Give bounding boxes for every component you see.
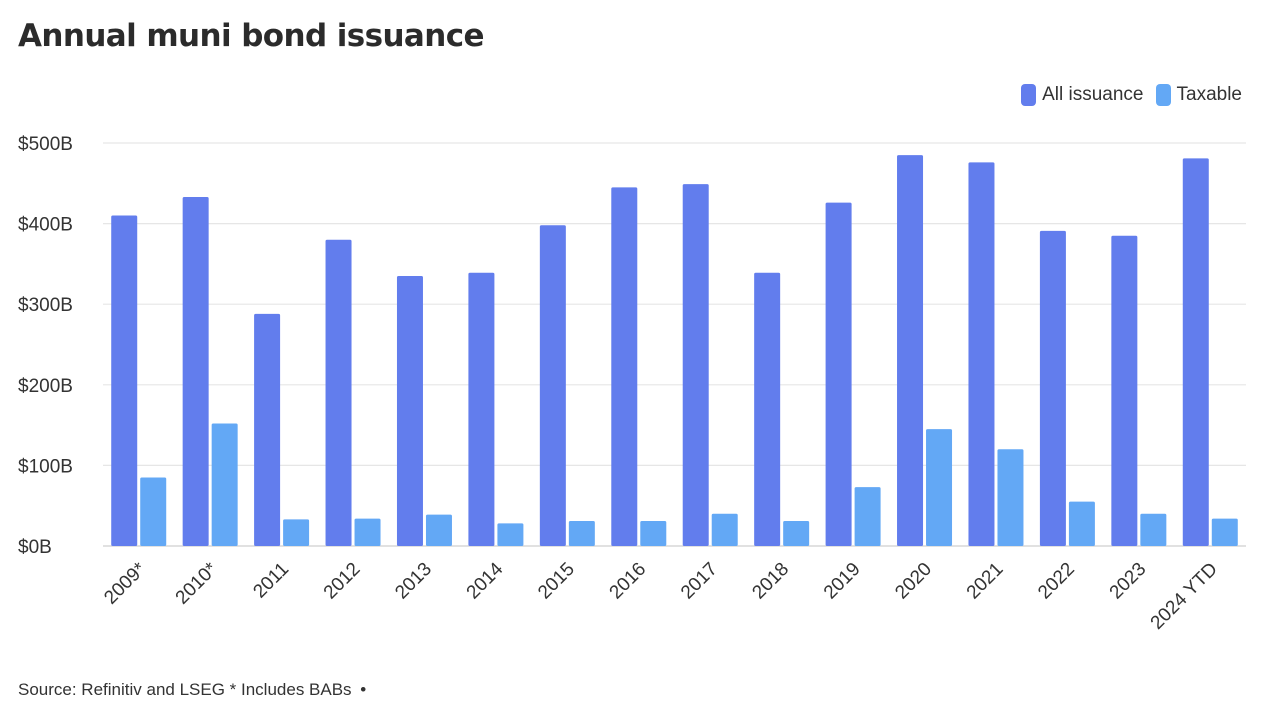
- legend-swatch-taxable: [1155, 84, 1171, 106]
- bar-all-issuance[interactable]: [611, 187, 638, 546]
- bar-all-issuance[interactable]: [254, 313, 281, 546]
- bar-taxable[interactable]: [283, 519, 310, 546]
- legend-item-all-issuance[interactable]: All issuance: [1021, 84, 1144, 106]
- x-tick-label: 2018: [748, 559, 793, 604]
- bar-taxable[interactable]: [1068, 501, 1095, 546]
- y-tick-label: $500B: [18, 134, 73, 155]
- bar-taxable[interactable]: [854, 487, 881, 546]
- footer-dot: •: [360, 680, 367, 699]
- chart-legend: All issuance Taxable: [1021, 84, 1242, 106]
- bar-taxable[interactable]: [1140, 513, 1167, 546]
- bar-taxable[interactable]: [497, 523, 524, 546]
- legend-swatch-all-issuance: [1021, 84, 1037, 106]
- y-tick-label: $400B: [18, 215, 73, 236]
- x-tick-label: 2024 YTD: [1147, 559, 1222, 634]
- bar-taxable[interactable]: [926, 429, 953, 546]
- x-tick-label: 2016: [606, 559, 651, 604]
- bar-taxable[interactable]: [568, 521, 595, 546]
- x-tick-label: 2015: [534, 559, 579, 604]
- bar-all-issuance[interactable]: [325, 239, 352, 546]
- bar-taxable[interactable]: [1211, 518, 1238, 546]
- source-note: Source: Refinitiv and LSEG * Includes BA…: [18, 680, 352, 699]
- chart-footer: Source: Refinitiv and LSEG * Includes BA…: [18, 680, 366, 700]
- bar-all-issuance[interactable]: [396, 275, 423, 546]
- bar-taxable[interactable]: [711, 513, 738, 546]
- bar-all-issuance[interactable]: [111, 215, 138, 547]
- chart-title: Annual muni bond issuance: [18, 18, 485, 54]
- x-tick-label: 2021: [963, 559, 1008, 604]
- x-tick-label: 2011: [249, 559, 293, 603]
- bar-all-issuance[interactable]: [539, 225, 566, 546]
- y-tick-label: $0B: [18, 537, 52, 558]
- x-tick-label: 2017: [677, 559, 722, 604]
- x-tick-label: 2009*: [100, 558, 150, 608]
- bar-all-issuance[interactable]: [682, 184, 709, 546]
- x-tick-label: 2020: [891, 559, 936, 604]
- x-tick-label: 2019: [820, 559, 865, 604]
- bar-all-issuance[interactable]: [968, 162, 995, 546]
- y-tick-label: $200B: [18, 376, 73, 397]
- x-axis-labels: 2009* 2010* 2011 2012 2013 2014 2015 2016 2017 20…: [100, 558, 1222, 634]
- bar-chart: $0B$100B$200B$300B$400B$500B 2009* 2010* 2…: [18, 134, 1246, 634]
- bar-taxable[interactable]: [140, 477, 167, 546]
- x-tick-label: 2013: [391, 559, 436, 604]
- bar-all-issuance[interactable]: [897, 155, 924, 546]
- bars: [111, 155, 1238, 547]
- bar-taxable[interactable]: [425, 514, 452, 546]
- bar-all-issuance[interactable]: [1182, 158, 1209, 546]
- bar-taxable[interactable]: [640, 521, 667, 546]
- bar-all-issuance[interactable]: [825, 202, 852, 547]
- x-tick-label: 2023: [1106, 559, 1151, 604]
- legend-label-all-issuance: All issuance: [1042, 84, 1144, 105]
- bar-taxable[interactable]: [783, 521, 810, 546]
- x-tick-label: 2022: [1034, 559, 1079, 604]
- legend-label-taxable: Taxable: [1176, 84, 1243, 105]
- x-tick-label: 2014: [463, 558, 508, 603]
- bar-taxable[interactable]: [997, 449, 1024, 546]
- bar-all-issuance[interactable]: [1039, 230, 1066, 546]
- x-tick-label: 2010*: [172, 558, 222, 608]
- bar-all-issuance[interactable]: [1111, 235, 1138, 546]
- y-tick-label: $100B: [18, 456, 73, 477]
- bar-all-issuance[interactable]: [468, 272, 495, 546]
- legend-item-taxable[interactable]: Taxable: [1155, 84, 1243, 106]
- bar-taxable[interactable]: [211, 423, 238, 546]
- bar-all-issuance[interactable]: [754, 272, 781, 546]
- y-tick-label: $300B: [18, 295, 73, 316]
- x-tick-label: 2012: [320, 559, 365, 604]
- bar-taxable[interactable]: [354, 518, 381, 546]
- y-axis-labels: $0B $100B $200B $300B $400B $500B: [18, 134, 73, 558]
- bar-all-issuance[interactable]: [182, 197, 209, 546]
